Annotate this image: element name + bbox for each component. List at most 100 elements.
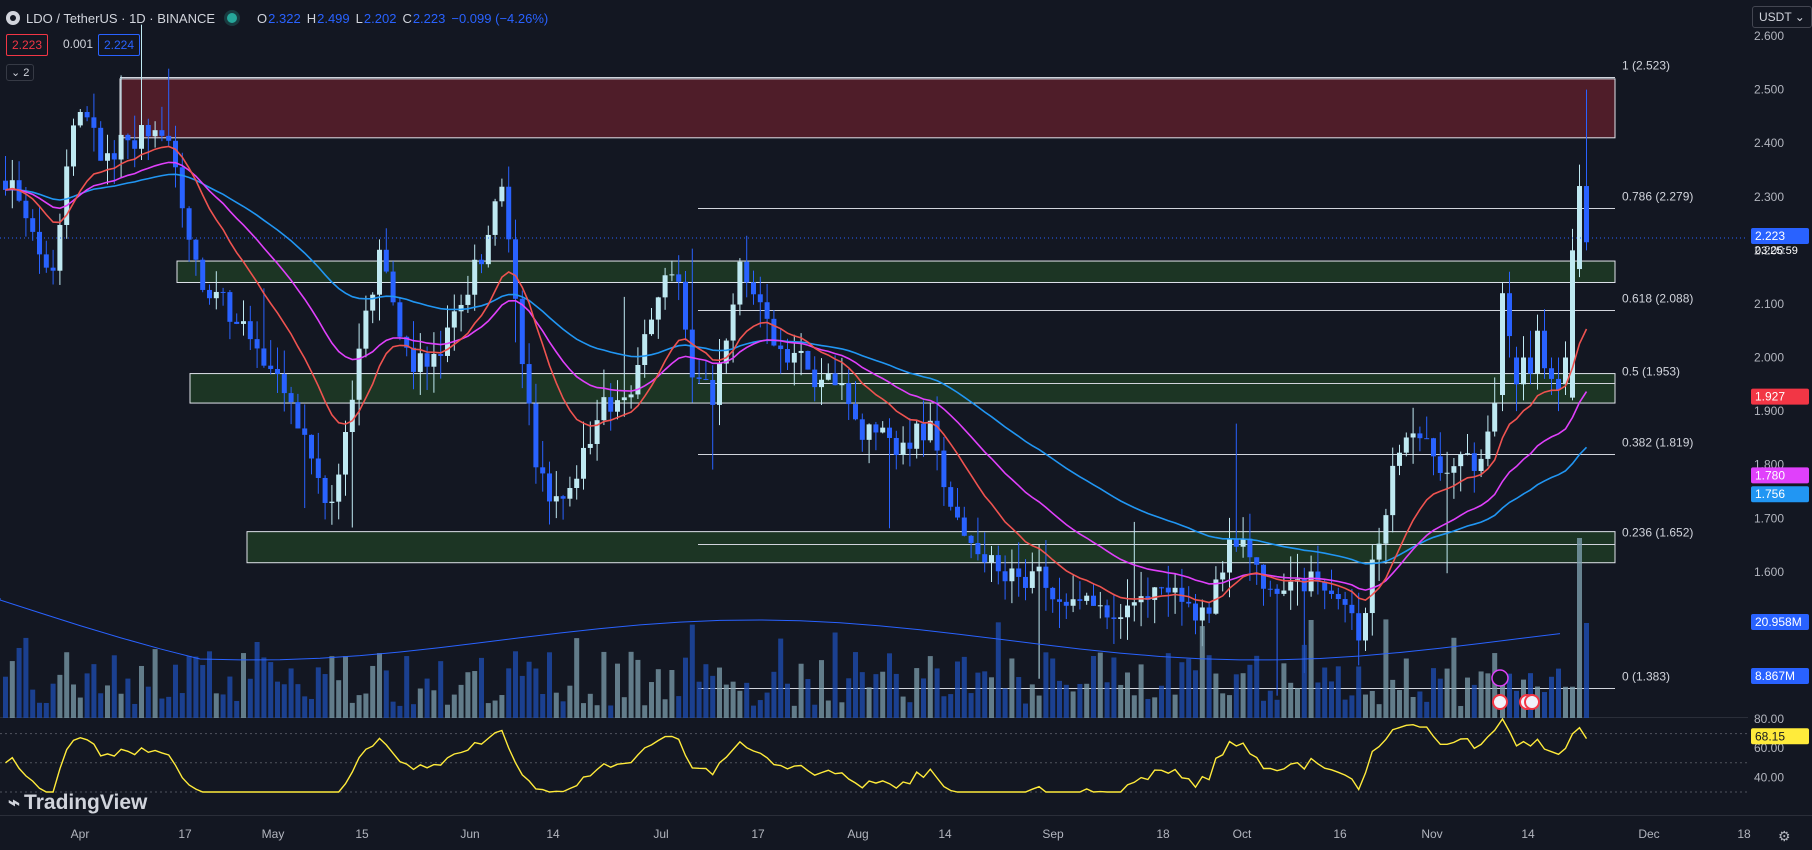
candle-body xyxy=(581,447,586,479)
volume-bar xyxy=(465,672,471,718)
buy-price-button[interactable]: 2.224 xyxy=(98,34,141,56)
volume-bar xyxy=(1165,653,1171,718)
candle-body xyxy=(98,127,104,161)
volume-bar xyxy=(1152,697,1158,718)
volume-bar xyxy=(621,697,627,718)
volume-bar xyxy=(145,686,151,718)
volume-bar xyxy=(506,668,512,718)
open-label: O xyxy=(257,10,268,26)
candle-body xyxy=(934,420,940,451)
currency-selector[interactable]: USDT ⌄ xyxy=(1752,6,1812,28)
volume-bar xyxy=(472,671,478,718)
candle-body xyxy=(247,321,253,340)
candle-body xyxy=(635,364,641,395)
volume-bar xyxy=(798,663,804,718)
volume-bar xyxy=(635,659,641,718)
candle-body xyxy=(275,368,280,374)
candle-body xyxy=(689,329,695,378)
candle-body xyxy=(1084,595,1090,601)
volume-bar xyxy=(594,705,600,718)
volume-bar xyxy=(1322,667,1328,718)
volume-bar xyxy=(275,681,280,718)
volume-bar xyxy=(438,661,444,718)
volume-bar xyxy=(1295,688,1300,718)
volume-bar xyxy=(1383,619,1389,718)
candle-body xyxy=(1342,599,1348,605)
demand-zone xyxy=(189,373,1616,404)
candle-body xyxy=(1036,566,1042,572)
volume-bar xyxy=(254,641,260,718)
settings-gear-icon[interactable]: ⚙ xyxy=(1778,828,1791,844)
candle-body xyxy=(1556,378,1561,390)
volume-bar xyxy=(689,624,695,718)
candle-body xyxy=(1363,613,1368,641)
time-axis-tick: Jul xyxy=(653,827,668,841)
time-axis-tick: 14 xyxy=(546,827,560,841)
candle-body xyxy=(438,353,444,356)
candles xyxy=(3,24,1589,696)
volume-bar xyxy=(1220,693,1226,718)
fib-level-label: 0.618 (2.088) xyxy=(1622,292,1693,306)
volume-bar xyxy=(1514,690,1519,718)
volume-bar xyxy=(1465,677,1470,718)
volume-bar xyxy=(1091,655,1096,718)
volume-bar xyxy=(315,667,321,718)
volume-bar xyxy=(1424,701,1430,718)
volume-bar xyxy=(213,693,219,718)
candle-body xyxy=(23,200,29,219)
candle-body xyxy=(825,373,831,380)
candle-body xyxy=(261,348,267,366)
volume-bar xyxy=(343,656,348,718)
volume-ma-value: 8.867M xyxy=(1755,669,1795,683)
volume-bar xyxy=(1397,689,1402,718)
candle-body xyxy=(1417,433,1423,439)
candle-body xyxy=(975,543,981,555)
time-axis-tick: 16 xyxy=(1333,827,1347,841)
tradingview-logo[interactable]: ⌁ TradingView xyxy=(8,790,147,815)
volume-bar xyxy=(64,652,70,718)
candle-body xyxy=(383,249,389,272)
market-status-icon[interactable] xyxy=(227,13,238,23)
candle-body xyxy=(1301,579,1307,592)
candle-body xyxy=(179,167,185,209)
candle-body xyxy=(43,254,49,268)
candle-body xyxy=(1471,453,1477,471)
volume-bar xyxy=(57,674,63,718)
candle-body xyxy=(921,423,926,441)
candle-body xyxy=(513,239,518,299)
symbol-title[interactable]: LDO / TetherUS · 1D · BINANCE xyxy=(26,10,216,26)
fib-level-label: 0.382 (1.819) xyxy=(1622,436,1693,450)
candle-body xyxy=(900,442,906,455)
volume-bar xyxy=(853,652,858,718)
candle-body xyxy=(227,292,233,322)
volume-bar xyxy=(601,651,607,718)
candle-body xyxy=(309,434,314,459)
candle-body xyxy=(1159,587,1164,589)
volume-bar xyxy=(234,700,240,718)
candle-body xyxy=(166,135,172,141)
candle-body xyxy=(717,363,722,405)
volume-bar xyxy=(1410,696,1416,718)
candle-body xyxy=(649,319,654,335)
price-axis-tick: 1.700 xyxy=(1754,511,1784,525)
candle-body xyxy=(989,555,994,563)
volume-bar xyxy=(1417,691,1423,718)
candle-body xyxy=(1514,357,1519,385)
volume-bar xyxy=(696,681,702,718)
volume-bar xyxy=(125,678,131,718)
sell-price-button[interactable]: 2.223 xyxy=(6,34,49,56)
volume-bar xyxy=(873,674,879,718)
brand-name: TradingView xyxy=(24,790,148,814)
candle-body xyxy=(254,339,260,349)
volume-bar xyxy=(349,702,355,718)
indicators-toggle[interactable]: ⌄ 2 xyxy=(6,64,35,81)
candle-body xyxy=(540,467,546,474)
low-value: 2.202 xyxy=(363,10,397,26)
volume-bar xyxy=(778,638,784,718)
volume-bar xyxy=(1131,695,1137,718)
volume-bar xyxy=(812,704,818,718)
candle-body xyxy=(805,350,811,370)
fib-level-label: 1 (2.523) xyxy=(1622,59,1670,73)
fib-level-label: 0.236 (1.652) xyxy=(1622,526,1693,540)
